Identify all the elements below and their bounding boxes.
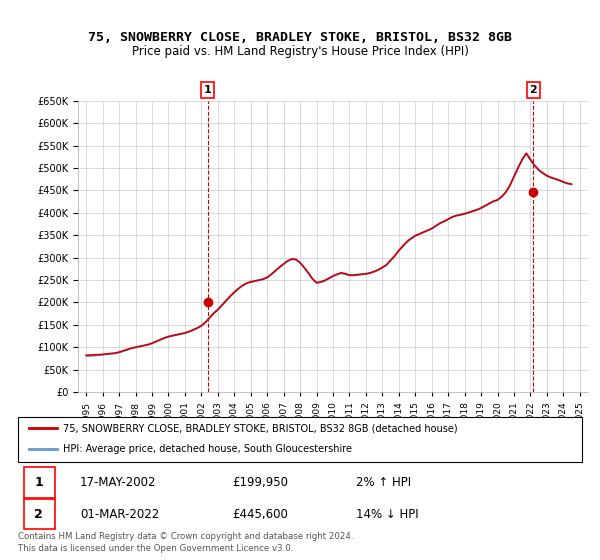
- Text: Price paid vs. HM Land Registry's House Price Index (HPI): Price paid vs. HM Land Registry's House …: [131, 45, 469, 58]
- Text: 1: 1: [34, 476, 43, 489]
- Text: 1: 1: [204, 85, 212, 95]
- Text: 75, SNOWBERRY CLOSE, BRADLEY STOKE, BRISTOL, BS32 8GB: 75, SNOWBERRY CLOSE, BRADLEY STOKE, BRIS…: [88, 31, 512, 44]
- Text: 75, SNOWBERRY CLOSE, BRADLEY STOKE, BRISTOL, BS32 8GB (detached house): 75, SNOWBERRY CLOSE, BRADLEY STOKE, BRIS…: [63, 423, 458, 433]
- Text: HPI: Average price, detached house, South Gloucestershire: HPI: Average price, detached house, Sout…: [63, 445, 352, 455]
- FancyBboxPatch shape: [18, 417, 582, 462]
- FancyBboxPatch shape: [23, 467, 55, 498]
- Text: 2% ↑ HPI: 2% ↑ HPI: [356, 476, 412, 489]
- Text: 2: 2: [529, 85, 537, 95]
- Text: This data is licensed under the Open Government Licence v3.0.: This data is licensed under the Open Gov…: [18, 544, 293, 553]
- FancyBboxPatch shape: [23, 499, 55, 530]
- Text: Contains HM Land Registry data © Crown copyright and database right 2024.: Contains HM Land Registry data © Crown c…: [18, 532, 353, 541]
- Text: 01-MAR-2022: 01-MAR-2022: [80, 508, 159, 521]
- Text: £199,950: £199,950: [232, 476, 289, 489]
- Text: 14% ↓ HPI: 14% ↓ HPI: [356, 508, 419, 521]
- Text: 2: 2: [34, 508, 43, 521]
- Text: 17-MAY-2002: 17-MAY-2002: [80, 476, 157, 489]
- Text: £445,600: £445,600: [232, 508, 288, 521]
